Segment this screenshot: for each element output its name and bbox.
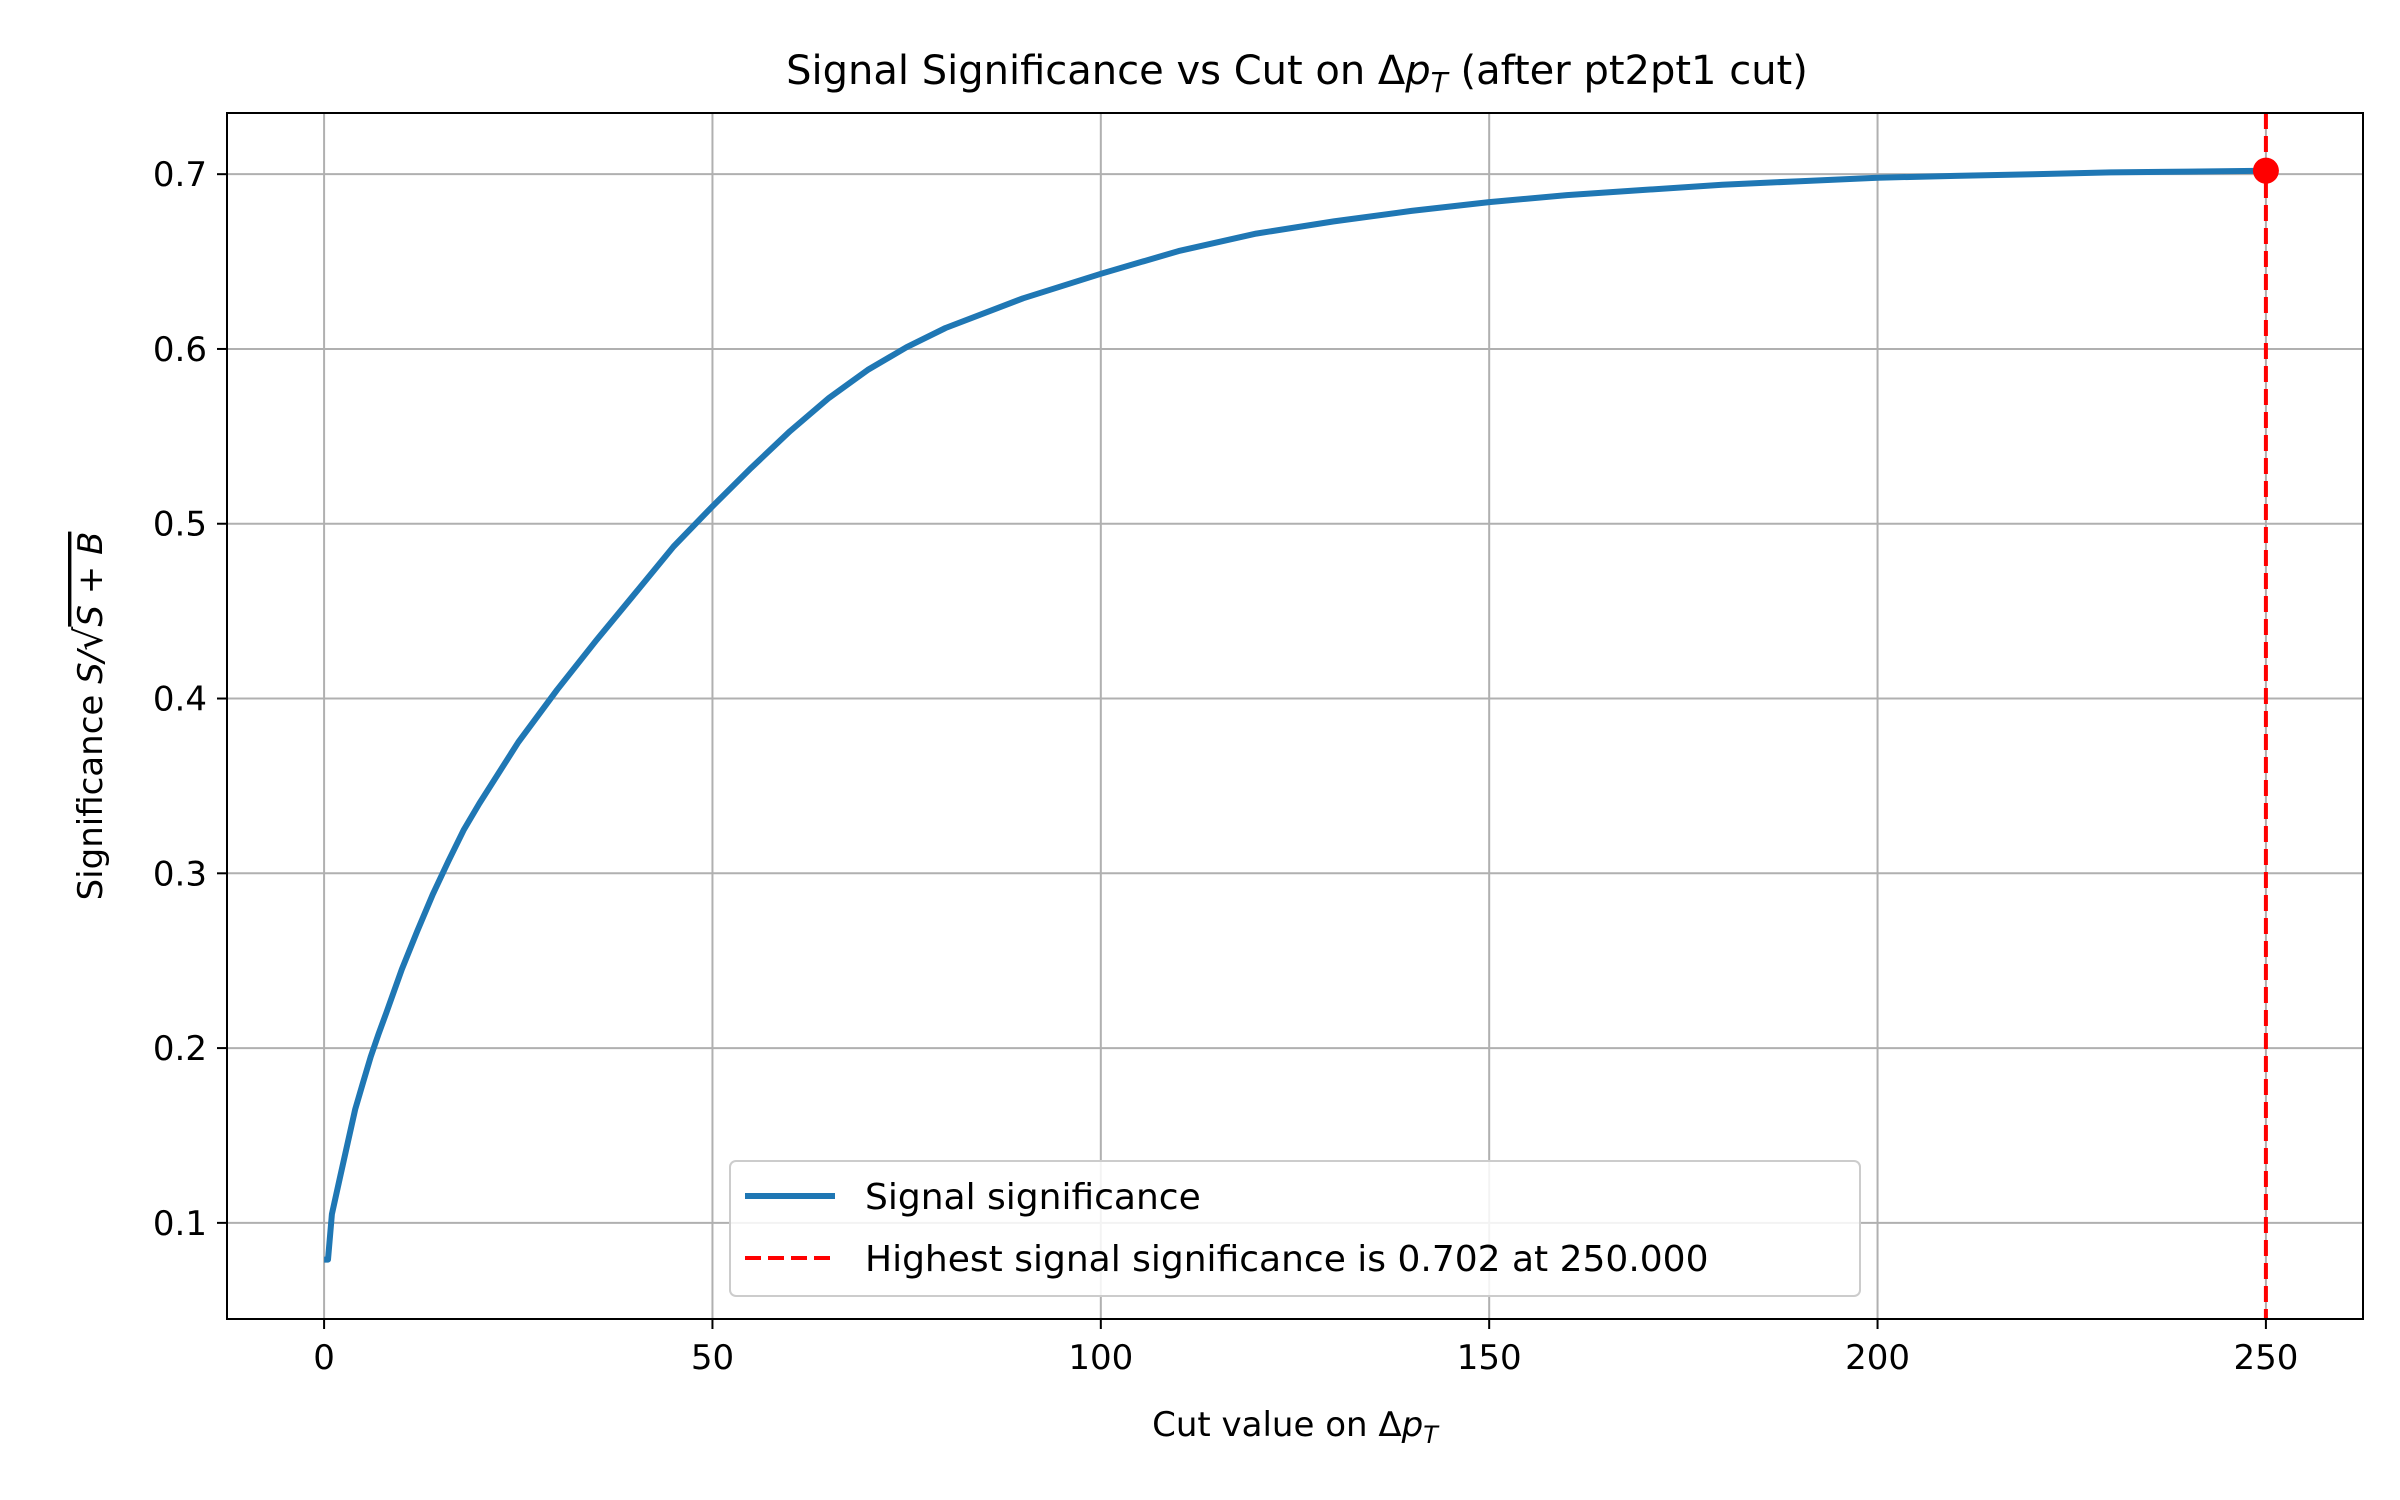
series-line-signal-significance — [324, 167, 2266, 1263]
sqrt-symbol: √ — [67, 626, 111, 651]
y-axis-label-radicand: S + B — [71, 532, 111, 627]
highlight-max-point — [2252, 157, 2279, 184]
x-tick-label: 100 — [1068, 1338, 1133, 1378]
legend: Signal significance Highest signal signi… — [729, 1160, 1861, 1297]
x-tick-labels: 0 50 100 150 200 250 — [313, 1338, 2298, 1378]
x-tick-label: 200 — [1845, 1338, 1910, 1378]
y-tick-label: 0.7 — [153, 155, 207, 195]
y-tick-label: 0.1 — [153, 1204, 207, 1244]
y-tick-label: 0.2 — [153, 1029, 207, 1069]
x-tick-label: 150 — [1457, 1338, 1522, 1378]
y-tick-label: 0.5 — [153, 505, 207, 545]
x-tick-label: 0 — [313, 1338, 335, 1378]
legend-label-highlight: Highest signal significance is 0.702 at … — [865, 1239, 1709, 1280]
y-axis-label-fraction: S/ — [71, 647, 111, 684]
svg-text:Significance S/√S + B: Significance S/√S + B — [67, 532, 111, 901]
y-axis-label: Significance S/√S + B — [67, 532, 111, 901]
plot-frame — [226, 112, 2364, 1320]
legend-label-signal-significance: Signal significance — [865, 1177, 1201, 1218]
legend-box — [729, 1160, 1861, 1297]
y-tick-label: 0.3 — [153, 854, 207, 894]
grid — [227, 113, 2363, 1319]
y-tick-labels: 0.1 0.2 0.3 0.4 0.5 0.6 0.7 — [153, 155, 207, 1244]
x-tick-label: 50 — [691, 1338, 734, 1378]
chart-title: Signal Significance vs Cut on ΔpT (after… — [786, 48, 1808, 99]
y-axis-label-text: Significance — [71, 684, 111, 901]
x-tick-label: 250 — [2233, 1338, 2298, 1378]
x-axis-label: Cut value on ΔpT — [1152, 1405, 1440, 1449]
ticks — [217, 173, 2267, 1329]
y-tick-label: 0.4 — [153, 680, 207, 720]
y-tick-label: 0.6 — [153, 330, 207, 370]
